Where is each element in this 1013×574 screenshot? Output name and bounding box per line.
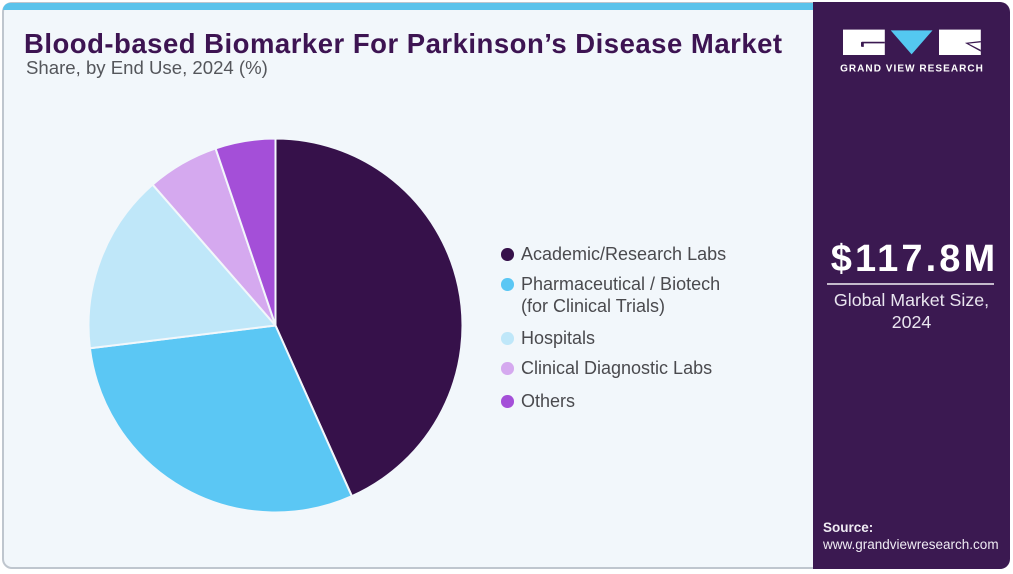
svg-text:GRAND VIEW RESEARCH: GRAND VIEW RESEARCH (840, 63, 984, 74)
